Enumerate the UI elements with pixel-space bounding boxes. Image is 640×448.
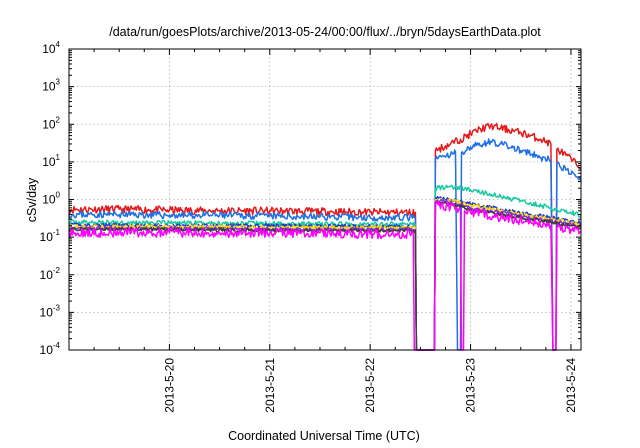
series-line [68,138,582,351]
x-tick-label: 2013-5-24 [564,358,578,413]
y-tick-base: 10 [40,305,54,319]
y-tick-label: 10-1 [40,228,61,244]
series-line [68,197,582,351]
y-tick-exponent: -1 [53,228,61,237]
y-tick-base: 10 [40,268,54,282]
y-tick-base: 10 [42,80,56,94]
x-tick-label: 2013-5-21 [263,358,277,413]
y-tick-base: 10 [42,193,56,207]
y-tick-exponent: 3 [56,78,61,87]
x-tick-label: 2013-5-23 [464,358,478,413]
y-tick-exponent: -4 [53,341,61,350]
y-tick-label: 10-3 [40,303,61,319]
series-line [68,122,582,351]
y-axis-label: cSv/day [25,177,39,222]
x-axis-label: Coordinated Universal Time (UTC) [228,429,420,443]
series-line [68,200,582,351]
y-tick-base: 10 [42,155,56,169]
y-tick-label: 100 [42,191,60,207]
y-tick-exponent: -2 [53,266,61,275]
y-tick-base: 10 [40,230,54,244]
y-tick-label: 104 [42,40,60,56]
y-tick-exponent: 4 [56,40,61,49]
x-tick-label: 2013-5-22 [363,358,377,413]
gridlines [69,49,581,350]
y-tick-label: 103 [42,78,60,94]
y-tick-exponent: 2 [56,115,61,124]
y-tick-label: 101 [42,153,60,169]
y-tick-exponent: 1 [56,153,61,162]
series-layer [68,122,582,351]
x-tick-label: 2013-5-20 [162,358,176,413]
y-tick-base: 10 [40,343,54,357]
y-tick-label: 10-2 [40,266,61,282]
chart-title: /data/run/goesPlots/archive/2013-05-24/0… [109,25,541,39]
y-tick-base: 10 [42,42,56,56]
y-tick-exponent: -3 [53,303,61,312]
y-tick-exponent: 0 [56,191,61,200]
series-line [68,184,582,351]
y-tick-label: 10-4 [40,341,61,357]
x-axis-ticks: 2013-5-20 2013-5-21 2013-5-22 2013-5-23 2013… [93,49,578,413]
y-tick-label: 102 [42,115,60,131]
y-tick-base: 10 [42,117,56,131]
